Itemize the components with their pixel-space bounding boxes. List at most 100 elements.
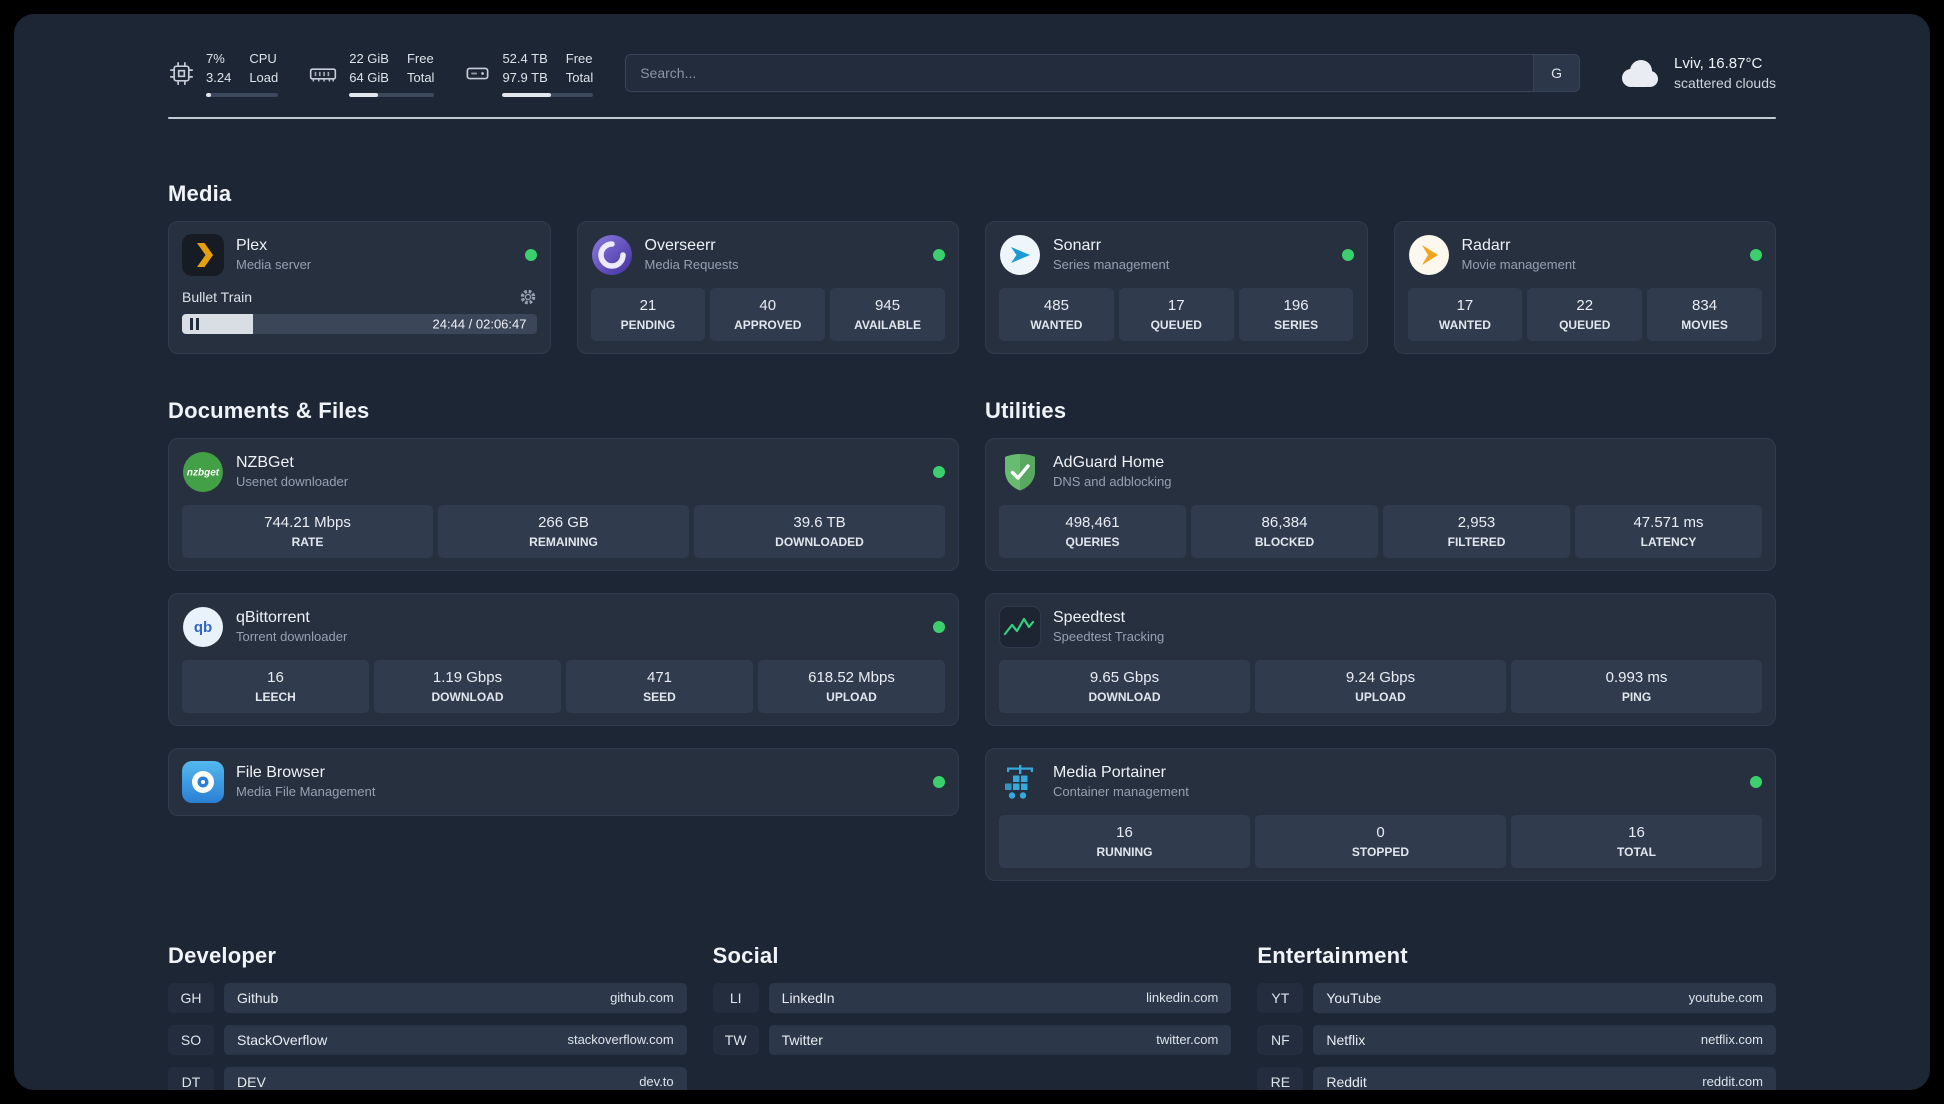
stat-value: 1.19 Gbps [432, 668, 503, 686]
stat-label: UPLOAD [1355, 689, 1406, 704]
svg-text:qb: qb [194, 619, 212, 636]
adguard-icon [999, 451, 1041, 493]
section-title-utilities: Utilities [985, 397, 1067, 423]
app-card-adguard[interactable]: AdGuard Home DNS and adblocking 498,461 … [985, 437, 1776, 571]
bookmark-linkedin[interactable]: LI LinkedIn linkedin.com [712, 982, 1232, 1013]
bookmark-url: twitter.com [1156, 1032, 1219, 1048]
stat-label: FILTERED [1447, 534, 1506, 549]
stat-tile: 39.6 TB DOWNLOADED [694, 504, 945, 558]
bookmark-netflix[interactable]: NF Netflix netflix.com [1257, 1024, 1776, 1055]
app-subtitle: DNS and adblocking [1053, 474, 1172, 490]
app-subtitle: Media Requests [644, 257, 739, 273]
bookmarks-entertainment: Entertainment YT YouTube youtube.com NF … [1257, 943, 1776, 1090]
topbar-divider [168, 116, 1776, 119]
bookmark-abbr: DT [168, 1066, 214, 1090]
app-card-plex[interactable]: Plex Media server Bullet Train [168, 220, 551, 354]
bookmark-github[interactable]: GH Github github.com [168, 982, 687, 1013]
stat-value: 2,953 [1457, 513, 1496, 531]
stat-label: LEECH [255, 689, 296, 704]
disk-label-top: Free [565, 51, 593, 66]
stat-value: 17 [1167, 296, 1185, 314]
pause-button[interactable] [190, 317, 199, 330]
bookmark-stackoverflow[interactable]: SO StackOverflow stackoverflow.com [168, 1024, 687, 1055]
app-subtitle: Speedtest Tracking [1053, 629, 1165, 645]
stat-label: MOVIES [1681, 317, 1728, 332]
gear-icon[interactable] [519, 288, 537, 306]
filebrowser-icon [182, 760, 224, 803]
stat-label: WANTED [1438, 317, 1491, 332]
stat-label: QUEUED [1150, 317, 1202, 332]
bookmark-youtube[interactable]: YT YouTube youtube.com [1257, 982, 1776, 1013]
bookmark-twitter[interactable]: TW Twitter twitter.com [712, 1024, 1232, 1055]
app-card-speedtest[interactable]: Speedtest Speedtest Tracking 9.65 Gbps D… [985, 592, 1776, 726]
search-engine-button[interactable]: G [1533, 55, 1580, 92]
memory-icon [308, 60, 338, 87]
qbittorrent-icon: qb [182, 606, 224, 648]
app-name: qBittorrent [236, 609, 310, 627]
app-card-nzbget[interactable]: nzbget NZBGet Usenet downloader 744.21 M… [168, 437, 959, 571]
section-title-media: Media [168, 180, 232, 206]
stat-value: 47.571 ms [1633, 513, 1704, 531]
stat-tile: 471 SEED [566, 659, 753, 713]
card-header: Overseerr Media Requests [591, 234, 945, 276]
bookmark-name: Github [237, 989, 279, 1006]
sonarr-icon [999, 234, 1041, 276]
card-header: AdGuard Home DNS and adblocking [999, 451, 1762, 493]
stat-label: WANTED [1030, 317, 1083, 332]
stat-label: LATENCY [1640, 534, 1697, 549]
stats-row: 16 LEECH 1.19 Gbps DOWNLOAD 471 SEED 6 [182, 659, 945, 713]
app-subtitle: Torrent downloader [236, 629, 348, 645]
weather-condition: scattered clouds [1674, 75, 1776, 92]
stat-label: SERIES [1274, 317, 1319, 332]
stats-row: 16 RUNNING 0 STOPPED 16 TOTAL [999, 814, 1762, 868]
bookmark-dev[interactable]: DT DEV dev.to [168, 1066, 687, 1090]
card-header: nzbget NZBGet Usenet downloader [182, 451, 945, 493]
search-input[interactable] [626, 55, 1534, 92]
disk-progress-track [502, 92, 594, 97]
app-titles: Overseerr Media Requests [645, 237, 739, 272]
bookmark-name: Reddit [1326, 1073, 1367, 1090]
bookmark-reddit[interactable]: RE Reddit reddit.com [1257, 1066, 1776, 1090]
app-card-portainer[interactable]: Media Portainer Container management 16 … [985, 747, 1776, 881]
stat-value: 744.21 Mbps [264, 513, 351, 531]
app-card-sonarr[interactable]: Sonarr Series management 485 WANTED 17 Q… [985, 220, 1368, 354]
ram-values-row: 22 GiB 64 GiB Free Total [349, 50, 434, 88]
now-playing-row: Bullet Train [182, 288, 537, 306]
app-card-filebrowser[interactable]: File Browser Media File Management [168, 747, 959, 816]
stat-tile: 22 QUEUED [1527, 287, 1643, 341]
app-titles: AdGuard Home DNS and adblocking [1053, 454, 1172, 489]
bookmark-bar: Twitter twitter.com [768, 1024, 1232, 1055]
stat-label: STOPPED [1351, 844, 1410, 859]
app-name: NZBGet [236, 454, 294, 472]
stats-row: 9.65 Gbps DOWNLOAD 9.24 Gbps UPLOAD 0.99… [999, 659, 1762, 713]
app-card-overseerr[interactable]: Overseerr Media Requests 21 PENDING 40 A… [576, 220, 959, 354]
bookmark-name: LinkedIn [781, 989, 835, 1006]
stat-value: 86,384 [1261, 513, 1308, 531]
ram-readout: 22 GiB 64 GiB Free Total [349, 50, 435, 97]
stat-tile: 17 WANTED [1407, 287, 1523, 341]
app-titles: Speedtest Speedtest Tracking [1053, 609, 1164, 644]
app-name: Speedtest [1053, 609, 1126, 627]
stat-value: 945 [875, 296, 901, 314]
stat-value: 22 [1576, 296, 1594, 314]
app-card-qbittorrent[interactable]: qb qBittorrent Torrent downloader 16 LEE… [168, 592, 959, 726]
utilities-section: Utilities AdGuard Home [985, 398, 1776, 881]
stat-label: QUERIES [1065, 534, 1120, 549]
bookmark-url: stackoverflow.com [567, 1032, 674, 1048]
bookmarks-developer: Developer GH Github github.com SO StackO… [168, 943, 687, 1090]
stat-value: 40 [759, 296, 777, 314]
playback-progress[interactable]: 24:44 / 02:06:47 [182, 313, 537, 334]
bookmark-abbr: TW [712, 1024, 759, 1055]
disk-widget: 52.4 TB 97.9 TB Free Total [464, 50, 594, 97]
app-name: Overseerr [644, 237, 716, 255]
dashboard-window: 7% 3.24 CPU Load [14, 14, 1930, 1090]
stats-row: 498,461 QUERIES 86,384 BLOCKED 2,953 FIL… [999, 504, 1762, 558]
stat-value: 16 [267, 668, 284, 686]
stats-row: 485 WANTED 17 QUEUED 196 SERIES [999, 287, 1354, 341]
now-playing-title: Bullet Train [182, 288, 253, 305]
app-card-radarr[interactable]: Radarr Movie management 17 WANTED 22 QUE… [1393, 220, 1776, 354]
stat-label: REMAINING [529, 534, 598, 549]
bookmark-abbr: RE [1257, 1066, 1304, 1090]
disk-values-row: 52.4 TB 97.9 TB Free Total [502, 50, 593, 88]
bookmark-url: netflix.com [1700, 1032, 1763, 1048]
